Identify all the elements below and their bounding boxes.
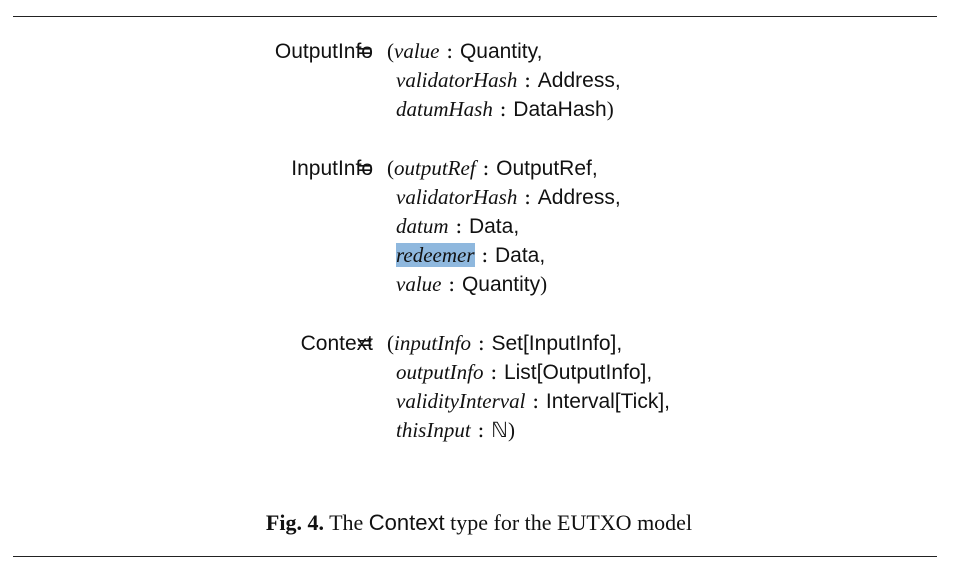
field-line: validatorHash : Address, (396, 183, 621, 212)
field-type: ℕ (491, 419, 508, 442)
field-type: Address (537, 186, 615, 209)
field-line: outputInfo : List[OutputInfo], (396, 358, 652, 387)
field-line: (outputRef : OutputRef, (387, 154, 598, 183)
field-name: datum (396, 214, 449, 238)
open-paren: ( (387, 39, 394, 63)
field-name: thisInput (396, 418, 471, 442)
open-paren: ( (387, 156, 394, 180)
field-line: validatorHash : Address, (396, 66, 621, 95)
field-name: value (396, 272, 442, 296)
field-terminator: , (591, 157, 598, 180)
field-terminator: , (664, 390, 671, 413)
field-terminator: , (536, 40, 543, 63)
field-name: outputRef (394, 156, 476, 180)
caption-text-before: The (323, 510, 369, 535)
field-type: List[OutputInfo] (503, 361, 647, 384)
colon: : (477, 418, 485, 442)
top-rule (13, 16, 937, 17)
colon: : (477, 331, 485, 355)
field-terminator: , (539, 244, 546, 267)
field-terminator: , (614, 186, 621, 209)
colon: : (448, 272, 456, 296)
type-name-inputinfo: InputInfo (291, 157, 373, 180)
field-type: Quantity (459, 40, 537, 63)
colon: : (482, 156, 490, 180)
field-line: (value : Quantity, (387, 37, 542, 66)
close-paren: ) (540, 272, 548, 296)
equals-sign: = (356, 156, 374, 180)
field-line: validityInterval : Interval[Tick], (396, 387, 670, 416)
field-name: datumHash (396, 97, 493, 121)
colon: : (446, 39, 454, 63)
field-line: datum : Data, (396, 212, 519, 241)
field-terminator: , (646, 361, 653, 384)
type-name-outputinfo: OutputInfo (274, 40, 373, 63)
field-name: outputInfo (396, 360, 484, 384)
field-type: Quantity (461, 273, 541, 296)
colon: : (499, 97, 507, 121)
figure-label: Fig. 4. (265, 510, 324, 535)
open-paren: ( (387, 331, 394, 355)
field-name: validityInterval (396, 389, 526, 413)
field-name: validatorHash (396, 185, 518, 209)
field-terminator: , (616, 332, 623, 355)
field-type: Address (537, 69, 615, 92)
type-name-context: Context (300, 332, 373, 355)
field-type: Data (468, 215, 514, 238)
field-terminator: , (614, 69, 621, 92)
field-type: DataHash (513, 98, 607, 121)
figure-caption: Fig. 4. The Context type for the EUTXO m… (0, 510, 958, 536)
field-line: thisInput : ℕ) (396, 416, 515, 445)
colon: : (490, 360, 498, 384)
field-line: (inputInfo : Set[InputInfo], (387, 329, 622, 358)
highlighted-field-name[interactable]: redeemer (396, 243, 475, 267)
field-line: datumHash : DataHash) (396, 95, 614, 124)
field-line: redeemer : Data, (396, 241, 545, 270)
field-terminator: , (513, 215, 520, 238)
field-line: value : Quantity) (396, 270, 547, 299)
bottom-rule (13, 556, 937, 557)
colon: : (481, 243, 489, 267)
equals-sign: = (356, 39, 374, 63)
field-type: OutputRef (496, 157, 592, 180)
colon: : (524, 185, 532, 209)
colon: : (455, 214, 463, 238)
field-type: Interval[Tick] (545, 390, 665, 413)
field-type: Set[InputInfo] (491, 332, 617, 355)
field-type: Data (494, 244, 540, 267)
equals-sign: = (356, 331, 374, 355)
colon: : (532, 389, 540, 413)
close-paren: ) (606, 97, 614, 121)
field-name: inputInfo (394, 331, 471, 355)
close-paren: ) (507, 418, 515, 442)
field-name: value (394, 39, 440, 63)
colon: : (524, 68, 532, 92)
field-name: validatorHash (396, 68, 518, 92)
caption-code-word: Context (368, 510, 445, 535)
caption-text-after: type for the EUTXO model (444, 510, 693, 535)
